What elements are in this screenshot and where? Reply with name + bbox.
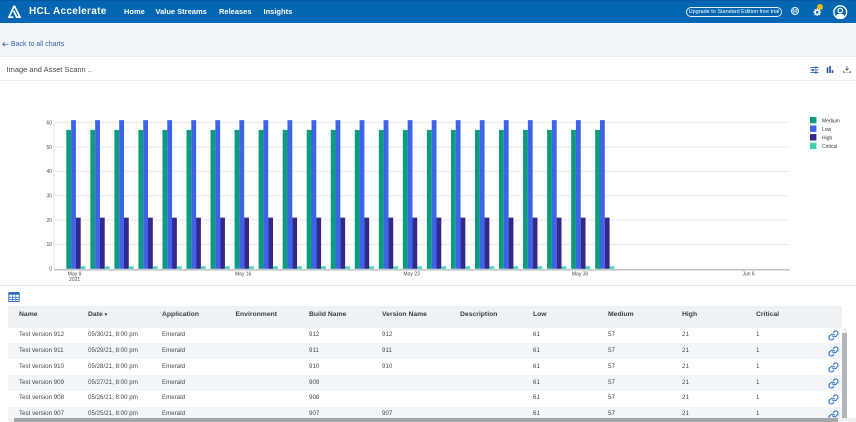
svg-text:10: 10 [46,242,52,248]
svg-text:May 16: May 16 [235,271,252,277]
svg-text:0: 0 [49,267,52,273]
svg-text:Low: Low [822,127,832,133]
svg-text:High: High [822,136,833,142]
svg-text:50: 50 [46,145,52,151]
svg-text:May 23: May 23 [403,271,420,277]
svg-text:40: 40 [46,169,52,175]
svg-text:Critical: Critical [822,144,837,150]
svg-text:Medium: Medium [822,118,840,124]
svg-text:20: 20 [46,218,52,224]
svg-text:Jun 6: Jun 6 [742,271,754,277]
svg-text:May 30: May 30 [572,271,589,277]
svg-text:30: 30 [46,193,52,199]
svg-text:60: 60 [46,120,52,126]
svg-text:2021: 2021 [69,277,80,283]
svg-text:May 9: May 9 [68,271,82,277]
